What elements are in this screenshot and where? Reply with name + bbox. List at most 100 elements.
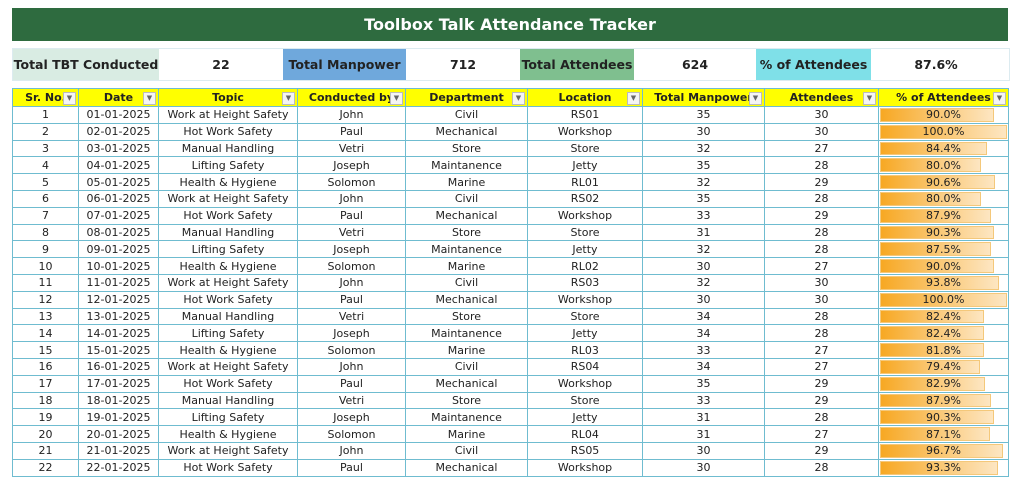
table-row: 13 13-01-2025 Manual Handling Vetri Store Sto… [12,307,1009,326]
filter-dropdown-icon[interactable]: ▼ [627,92,640,105]
table-cell: Marine [405,425,528,443]
table-cell: 18 [12,391,79,410]
table-cell: 14-01-2025 [78,324,159,343]
kpi-value: 624 [681,57,709,72]
table-cell: Workshop [527,458,643,477]
table-cell: 35 [642,374,765,393]
data-bar [880,359,981,374]
filter-dropdown-icon[interactable]: ▼ [749,92,762,105]
percent-value: 81.8% [926,343,961,357]
table-cell: Workshop [527,122,643,141]
percent-value: 82.4% [926,309,961,323]
filter-dropdown-icon[interactable]: ▼ [512,92,525,105]
table-cell: 22 [12,458,79,477]
table-cell: 09-01-2025 [78,240,159,259]
table-cell: 32 [642,139,765,158]
table-cell: Mechanical [405,458,528,477]
table-cell: 13-01-2025 [78,307,159,326]
data-bar [880,208,992,223]
table-cell: 27 [764,357,879,376]
table-cell: 16-01-2025 [78,357,159,376]
table-cell: 30 [642,441,765,460]
column-header-label: Total Manpower [654,91,753,104]
data-bar [880,124,1007,139]
filter-dropdown-icon[interactable]: ▼ [390,92,403,105]
table-cell: 19 [12,408,79,427]
table-cell: Civil [405,273,528,292]
filter-dropdown-icon[interactable]: ▼ [993,92,1006,105]
table-row: 19 19-01-2025 Lifting Safety Joseph Maintane… [12,408,1009,427]
table-cell: 87.9% [878,206,1009,225]
table-row: 15 15-01-2025 Health & Hygiene Solomon Marin… [12,341,1009,359]
table-cell: Store [405,307,528,326]
data-bar [880,292,1007,307]
table-cell: 9 [12,240,79,259]
table-cell: 02-01-2025 [78,122,159,141]
table-cell: RL03 [527,341,643,359]
table-cell: Work at Height Safety [158,106,298,124]
table-cell: Paul [297,458,406,477]
table-cell: Jetty [527,240,643,259]
percent-value: 80.0% [926,192,961,206]
table-cell: 06-01-2025 [78,189,159,208]
table-row: 9 09-01-2025 Lifting Safety Joseph Maintanen… [12,240,1009,259]
table-cell: 28 [764,408,879,427]
filter-dropdown-icon[interactable]: ▼ [143,92,156,105]
column-header: % of Attendees ▼ [878,88,1009,107]
table-cell: 90.0% [878,257,1009,275]
table-cell: Store [527,139,643,158]
table-cell: Jetty [527,408,643,427]
table-cell: 27 [764,341,879,359]
table-cell: 28 [764,189,879,208]
table-row: 8 08-01-2025 Manual Handling Vetri Store Stor… [12,223,1009,242]
data-bar [880,175,995,189]
table-row: 11 11-01-2025 Work at Height Safety John Civ… [12,273,1009,292]
table-cell: Manual Handling [158,307,298,326]
table-cell: John [297,441,406,460]
table-cell: 28 [764,156,879,175]
table-cell: Paul [297,122,406,141]
table-cell: Store [405,139,528,158]
percent-value: 84.4% [926,141,961,155]
table-cell: 17-01-2025 [78,374,159,393]
table-cell: Store [405,223,528,242]
table-cell: Mechanical [405,290,528,309]
table-cell: Manual Handling [158,391,298,410]
table-cell: Workshop [527,206,643,225]
table-cell: 29 [764,391,879,410]
column-header: Date ▼ [78,88,159,107]
table-cell: Hot Work Safety [158,290,298,309]
percent-value: 90.0% [926,259,961,273]
filter-dropdown-icon[interactable]: ▼ [63,92,76,105]
column-header-label: % of Attendees [896,91,991,104]
table-cell: 03-01-2025 [78,139,159,158]
kpi-value: 22 [212,57,230,72]
table-cell: Vetri [297,139,406,158]
table-cell: 87.9% [878,391,1009,410]
table-cell: 1 [12,106,79,124]
header-row: Sr. No. ▼ Date ▼ Topic ▼ Conducted by ▼ Departme… [12,88,1009,107]
table-row: 14 14-01-2025 Lifting Safety Joseph Maintane… [12,324,1009,343]
table-cell: 33 [642,206,765,225]
table-cell: Jetty [527,324,643,343]
table-cell: Mechanical [405,206,528,225]
percent-value: 87.5% [926,242,961,256]
column-header: Sr. No. ▼ [12,88,79,107]
table-cell: Health & Hygiene [158,257,298,275]
table-cell: Paul [297,206,406,225]
table-row: 20 20-01-2025 Health & Hygiene Solomon Marin… [12,425,1009,443]
table-row: 1 01-01-2025 Work at Height Safety John Civi… [12,106,1009,124]
table-cell: RS01 [527,106,643,124]
filter-dropdown-icon[interactable]: ▼ [282,92,295,105]
table-cell: 5 [12,173,79,191]
percent-value: 87.9% [926,393,961,407]
table-cell: Store [527,307,643,326]
table-row: 3 03-01-2025 Manual Handling Vetri Store Stor… [12,139,1009,158]
filter-dropdown-icon[interactable]: ▼ [863,92,876,105]
table-cell: RL02 [527,257,643,275]
table-cell: 14 [12,324,79,343]
table-cell: 33 [642,391,765,410]
column-header-label: Conducted by [308,91,395,104]
table-cell: Civil [405,189,528,208]
table-row: 2 02-01-2025 Hot Work Safety Paul Mechanical… [12,122,1009,141]
